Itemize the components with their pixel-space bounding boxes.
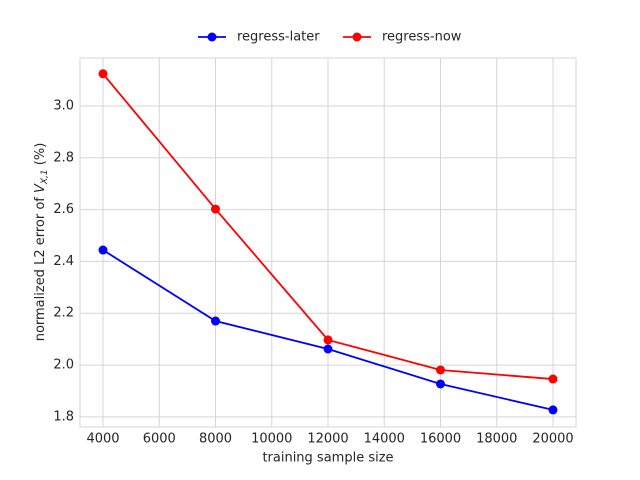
x-tick-label: 20000 <box>532 432 573 447</box>
point <box>548 374 558 384</box>
legend-marker <box>207 32 217 42</box>
y-tick-label: 2.0 <box>53 358 74 373</box>
plot-frame <box>79 57 577 428</box>
point <box>548 405 558 415</box>
y-axis-label: normalized L2 error of VX,1 (%) <box>33 143 50 342</box>
y-label-prefix: normalized L2 error of <box>33 193 48 341</box>
point <box>211 316 221 326</box>
legend-label: regress-now <box>382 30 462 45</box>
y-tick-label: 2.8 <box>53 150 74 165</box>
y-label-var: V <box>33 183 48 193</box>
x-tick-label: 10000 <box>251 432 292 447</box>
x-tick-label: 18000 <box>476 432 517 447</box>
y-label-sub: X,1 <box>40 169 50 185</box>
x-tick-label: 16000 <box>420 432 461 447</box>
point <box>98 245 108 255</box>
legend-label: regress-later <box>237 30 320 45</box>
y-tick-label: 1.8 <box>53 409 74 424</box>
y-tick-label: 2.4 <box>53 254 74 269</box>
x-axis-label: training sample size <box>262 451 393 466</box>
y-tick-label: 3.0 <box>53 98 74 113</box>
legend-marker <box>352 32 362 42</box>
y-tick-label: 2.2 <box>53 306 74 321</box>
x-tick-label: 12000 <box>307 432 348 447</box>
x-tick-label: 6000 <box>143 432 176 447</box>
x-tick-label: 8000 <box>199 432 232 447</box>
x-tick-label: 4000 <box>86 432 119 447</box>
point <box>435 379 445 389</box>
point <box>435 365 445 375</box>
point <box>211 204 221 214</box>
point <box>323 335 333 345</box>
point <box>98 69 108 79</box>
y-tick-label: 2.6 <box>53 202 74 217</box>
point <box>323 344 333 354</box>
y-label-suffix: (%) <box>33 143 48 170</box>
x-tick-label: 14000 <box>364 432 405 447</box>
